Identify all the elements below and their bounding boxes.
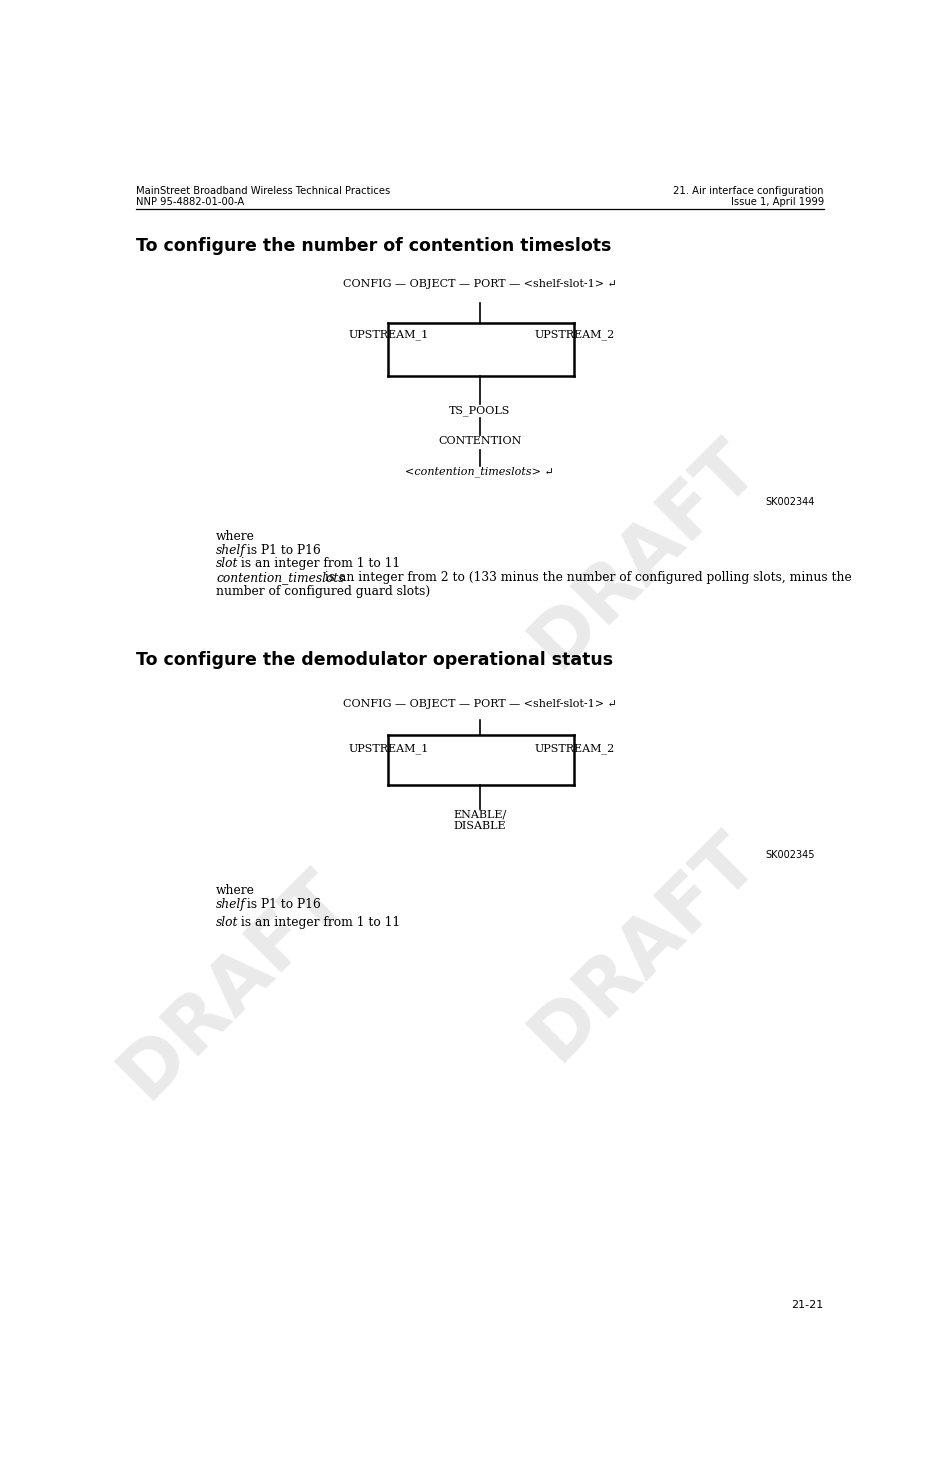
- Text: UPSTREAM_2: UPSTREAM_2: [534, 742, 614, 754]
- Text: is an integer from 2 to (133 minus the number of configured polling slots, minus: is an integer from 2 to (133 minus the n…: [321, 571, 852, 584]
- Text: Issue 1, April 1999: Issue 1, April 1999: [731, 198, 824, 207]
- Text: DRAFT: DRAFT: [517, 821, 771, 1075]
- Text: <contention_timeslots> ↵: <contention_timeslots> ↵: [405, 466, 554, 477]
- Text: contention_timeslots: contention_timeslots: [216, 571, 344, 584]
- Text: UPSTREAM_1: UPSTREAM_1: [348, 742, 429, 754]
- Text: slot: slot: [216, 558, 239, 571]
- Text: To configure the demodulator operational status: To configure the demodulator operational…: [136, 651, 613, 670]
- Text: UPSTREAM_2: UPSTREAM_2: [534, 329, 614, 341]
- Text: shelf: shelf: [216, 897, 246, 911]
- Text: is an integer from 1 to 11: is an integer from 1 to 11: [237, 558, 401, 571]
- Text: UPSTREAM_1: UPSTREAM_1: [348, 329, 429, 341]
- Text: TS_POOLS: TS_POOLS: [449, 404, 510, 416]
- Text: MainStreet Broadband Wireless Technical Practices: MainStreet Broadband Wireless Technical …: [136, 186, 390, 196]
- Text: slot: slot: [216, 917, 239, 930]
- Text: where: where: [216, 884, 256, 897]
- Text: CONTENTION: CONTENTION: [438, 435, 521, 446]
- Text: where: where: [216, 530, 256, 543]
- Text: is P1 to P16: is P1 to P16: [242, 543, 320, 556]
- Text: CONFIG — OBJECT — PORT — <shelf-slot-1> ↵: CONFIG — OBJECT — PORT — <shelf-slot-1> …: [343, 700, 617, 708]
- Text: number of configured guard slots): number of configured guard slots): [216, 584, 431, 598]
- Text: DRAFT: DRAFT: [106, 859, 360, 1113]
- Text: 21-21: 21-21: [792, 1300, 824, 1309]
- Text: To configure the number of contention timeslots: To configure the number of contention ti…: [136, 238, 611, 255]
- Text: DRAFT: DRAFT: [517, 427, 771, 682]
- Text: is P1 to P16: is P1 to P16: [242, 897, 320, 911]
- Text: ENABLE/: ENABLE/: [453, 809, 506, 819]
- Text: DISABLE: DISABLE: [453, 821, 506, 831]
- Text: is an integer from 1 to 11: is an integer from 1 to 11: [237, 917, 401, 930]
- Text: SK002344: SK002344: [765, 496, 814, 506]
- Text: SK002345: SK002345: [765, 850, 814, 861]
- Text: NNP 95-4882-01-00-A: NNP 95-4882-01-00-A: [136, 198, 244, 207]
- Text: 21. Air interface configuration: 21. Air interface configuration: [673, 186, 824, 196]
- Text: shelf: shelf: [216, 543, 246, 556]
- Text: CONFIG — OBJECT — PORT — <shelf-slot-1> ↵: CONFIG — OBJECT — PORT — <shelf-slot-1> …: [343, 279, 617, 289]
